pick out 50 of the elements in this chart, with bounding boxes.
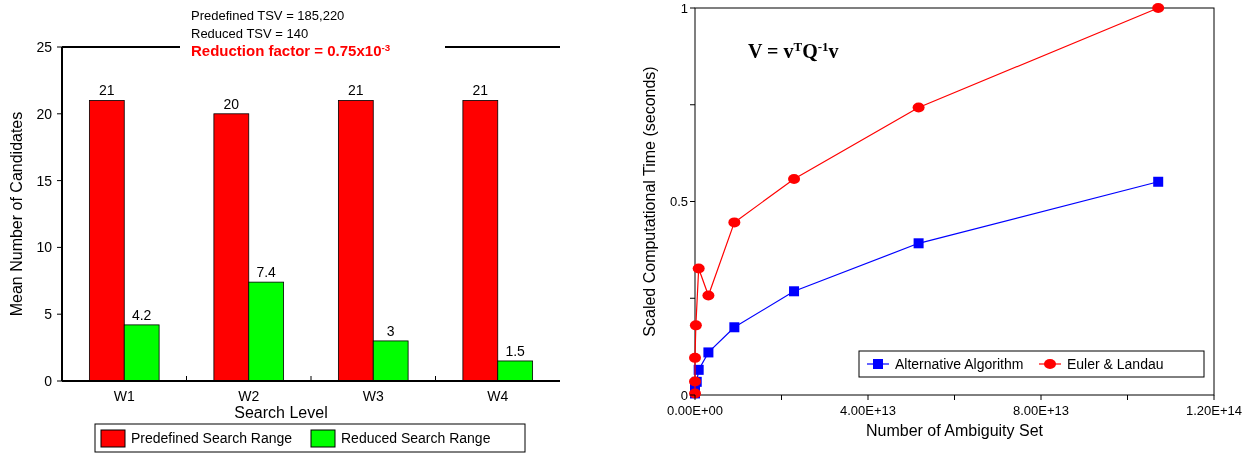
- x-tick-label: W1: [113, 388, 135, 404]
- point: [703, 347, 714, 358]
- y-tick-label: 1: [680, 0, 688, 16]
- y-tick-label: 0: [680, 387, 688, 403]
- annotation: V = v$^{T}$Q$^{-1}$v: [748, 38, 839, 62]
- point: [788, 174, 801, 185]
- y-tick-label: 0.5: [669, 194, 688, 210]
- point: [1152, 3, 1165, 13]
- data-label: 21: [472, 82, 489, 99]
- y-tick-label: 25: [36, 38, 53, 55]
- y-tick-label: 5: [44, 306, 53, 323]
- point: [912, 102, 925, 113]
- text: Predefined TSV = 185,220: [191, 8, 345, 23]
- legend-label: Alternative Algorithm: [895, 355, 1024, 372]
- y-tick-label: 10: [36, 239, 53, 256]
- y-axis-title: Mean Number of Candidates: [8, 111, 25, 317]
- text: Reduced TSV = 140: [191, 26, 309, 41]
- x-tick-label: 8.00E+13: [1012, 403, 1070, 418]
- point: [1153, 176, 1164, 187]
- data-label: 4.2: [131, 306, 152, 323]
- x-tick-label: W2: [238, 388, 260, 404]
- point: [729, 322, 740, 333]
- annotation: Reduction factor = 0.75x10$^{-3}$: [191, 41, 391, 59]
- data-label: 1.5: [505, 342, 526, 359]
- point: [913, 238, 924, 249]
- point: [728, 217, 741, 228]
- data-label: 21: [99, 82, 115, 99]
- x-tick-label: 0.00E+00: [666, 403, 724, 418]
- legend-label: Euler & Landau: [1067, 355, 1164, 372]
- data-label: 20: [223, 95, 240, 112]
- y-tick-label: 20: [36, 105, 53, 122]
- y-tick-label: 0: [44, 372, 53, 389]
- legend-label: Predefined Search Range: [131, 430, 293, 446]
- data-label: 7.4: [256, 264, 277, 281]
- y-axis-title: Scaled Computational Time (seconds): [641, 66, 658, 337]
- legend-label: Reduced Search Range: [341, 430, 491, 446]
- x-tick-label: W4: [487, 388, 509, 404]
- point: [692, 263, 705, 274]
- point: [789, 286, 800, 297]
- point: [689, 320, 702, 331]
- data-label: 21: [348, 82, 364, 99]
- point: [702, 290, 715, 301]
- x-tick-label: 1.20E+14: [1185, 403, 1243, 418]
- x-tick-label: 4.00E+13: [839, 403, 897, 418]
- y-tick-label: 15: [36, 172, 53, 189]
- point: [689, 352, 701, 363]
- x-axis-title: Search Level: [234, 404, 328, 421]
- x-tick-label: W3: [362, 388, 384, 404]
- data-label: 3: [386, 322, 395, 339]
- x-axis-title: Number of Ambiguity Set: [866, 422, 1044, 439]
